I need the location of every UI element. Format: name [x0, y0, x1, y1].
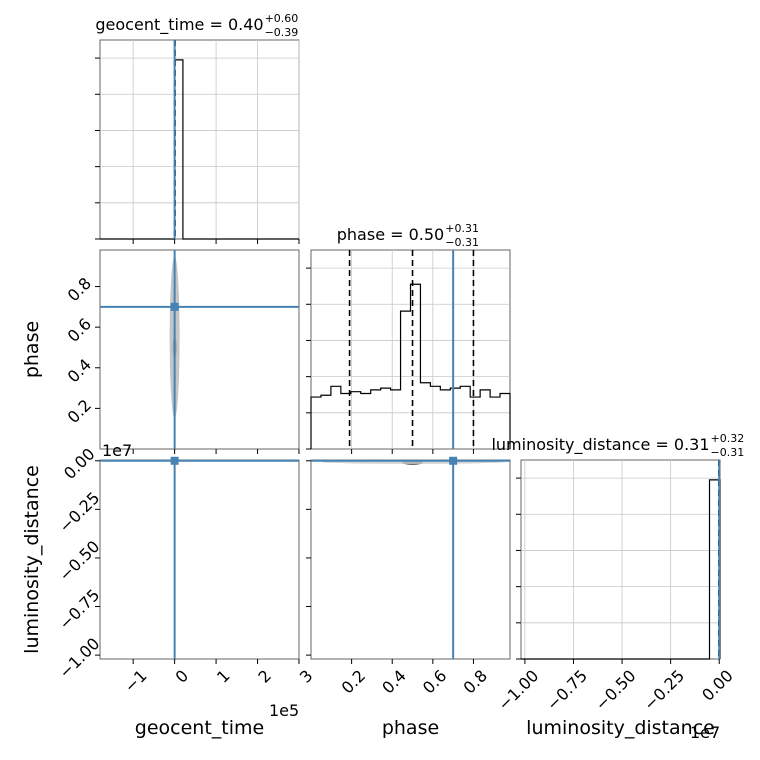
- xticklabel-phase-3: 0.8: [460, 666, 491, 697]
- offset-label-luminosity-distance-x: 1e7: [690, 723, 720, 742]
- panel-luminosity_distance-vs-geocent_time-frame: [99, 459, 300, 660]
- panel-phase-vs-phase-frame: [310, 249, 511, 450]
- xticklabel-geocent_time-3: 2: [254, 666, 275, 687]
- xticklabel-luminosity_distance-2: −0.50: [591, 666, 639, 714]
- xticklabel-phase-2: 0.6: [419, 666, 450, 697]
- xticklabel-luminosity_distance-0: −1.00: [494, 666, 542, 714]
- title-plus-phase: +0.31: [445, 222, 479, 235]
- xticklabel-geocent_time-0: −1: [121, 666, 151, 696]
- title-minus-geocent_time: −0.39: [265, 26, 299, 39]
- yticklabel-phase-0: 0.2: [64, 396, 95, 427]
- histogram-phase: [310, 283, 511, 449]
- xlabel-phase: phase: [382, 717, 439, 739]
- yticklabel-phase-1: 0.4: [64, 355, 95, 386]
- panel-phase-vs-geocent_time-frame: [99, 249, 300, 450]
- xticklabel-luminosity_distance-3: −0.25: [640, 666, 688, 714]
- yticklabel-luminosity_distance-4: 0.00: [60, 444, 99, 483]
- title-plus-luminosity_distance: +0.32: [711, 432, 745, 445]
- yticklabel-luminosity_distance-0: −1.00: [55, 634, 103, 682]
- xticklabel-luminosity_distance-4: 0.00: [698, 666, 737, 705]
- title-phase: phase = 0.50: [337, 225, 444, 244]
- yticklabel-luminosity_distance-3: −0.25: [55, 488, 103, 536]
- truth-marker-phase-distance: [449, 456, 458, 465]
- title-luminosity_distance: luminosity_distance = 0.31: [491, 435, 709, 455]
- yticklabel-phase-2: 0.6: [64, 314, 95, 345]
- title-plus-geocent_time: +0.60: [265, 12, 299, 25]
- title-minus-phase: −0.31: [445, 236, 479, 249]
- title-minus-luminosity_distance: −0.31: [711, 446, 745, 459]
- xlabel-geocent_time: geocent_time: [135, 717, 264, 739]
- xticklabel-geocent_time-2: 1: [213, 666, 234, 687]
- xlabel-luminosity_distance: luminosity_distance: [526, 717, 715, 739]
- panel-luminosity_distance-vs-luminosity_distance-frame: [520, 459, 721, 660]
- truth-marker-geocent-phase: [170, 302, 179, 311]
- xticklabel-phase-0: 0.2: [338, 666, 369, 697]
- yticklabel-phase-3: 0.8: [64, 274, 95, 305]
- offset-label-luminosity-distance-y: 1e7: [102, 441, 132, 460]
- xticklabel-geocent_time-1: 0: [172, 666, 193, 687]
- panel-luminosity_distance-vs-phase-frame: [310, 459, 511, 660]
- truth-marker-geocent-distance: [170, 456, 179, 465]
- ylabel-luminosity_distance: luminosity_distance: [21, 465, 43, 654]
- yticklabel-luminosity_distance-2: −0.50: [55, 537, 103, 585]
- panel-geocent_time-vs-geocent_time-frame: [99, 39, 300, 240]
- title-geocent_time: geocent_time = 0.40: [95, 15, 263, 35]
- xticklabel-luminosity_distance-1: −0.75: [543, 666, 591, 714]
- ylabel-phase: phase: [21, 321, 43, 378]
- offset-label-geocent-time: 1e5: [269, 701, 299, 720]
- xticklabel-geocent_time-4: 3: [296, 666, 317, 687]
- yticklabel-luminosity_distance-1: −0.75: [55, 585, 103, 633]
- xticklabel-phase-1: 0.4: [378, 666, 409, 697]
- histogram-geocent_time: [100, 59, 299, 240]
